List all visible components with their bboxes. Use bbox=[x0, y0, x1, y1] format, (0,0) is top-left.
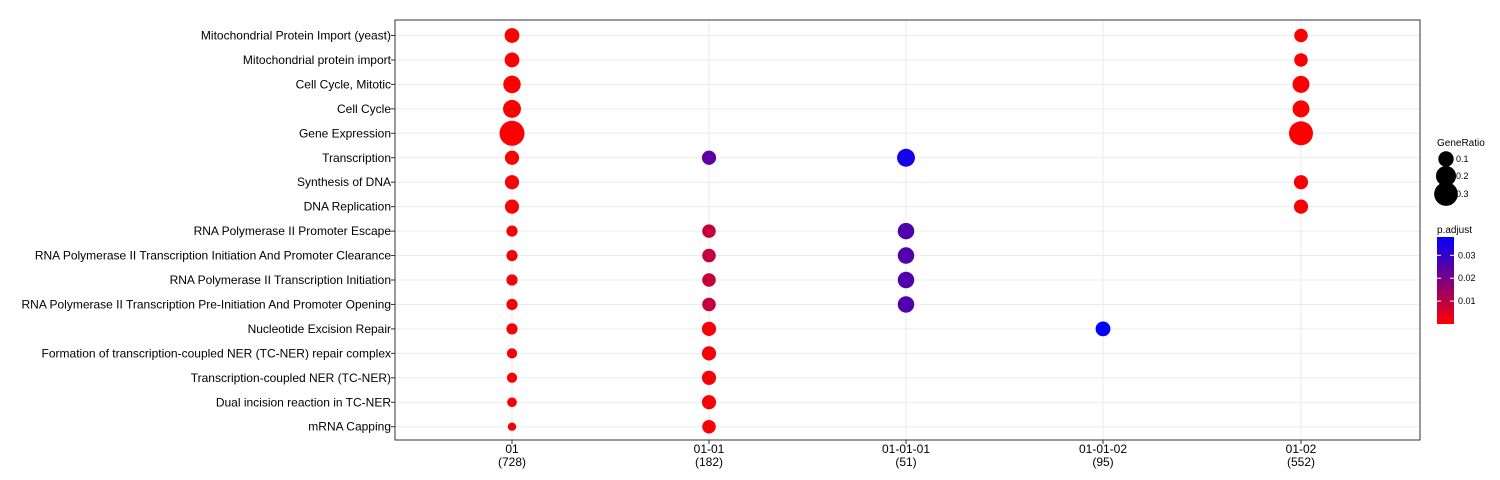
data-point bbox=[504, 175, 520, 190]
size-legend-dot bbox=[1435, 165, 1457, 187]
data-point bbox=[507, 397, 517, 408]
data-point bbox=[702, 224, 716, 238]
x-tick-label: 01-01-02 bbox=[1079, 442, 1127, 456]
size-legend-label: 0.1 bbox=[1456, 154, 1469, 164]
y-tick-label: RNA Polymerase II Transcription Initiati… bbox=[35, 249, 391, 263]
data-point bbox=[701, 346, 717, 361]
x-tick-label: 01 bbox=[505, 442, 519, 456]
x-tick-count: (182) bbox=[695, 455, 723, 469]
data-points bbox=[499, 28, 1314, 434]
data-point bbox=[897, 296, 915, 313]
color-legend-ticks: 0.03 0.02 0.01 bbox=[1437, 250, 1476, 306]
data-point bbox=[504, 150, 520, 165]
y-tick-label: Transcription-coupled NER (TC-NER) bbox=[191, 371, 391, 385]
y-tick-label: Nucleotide Excision Repair bbox=[248, 322, 391, 336]
y-tick-label: RNA Polymerase II Transcription Initiati… bbox=[170, 273, 391, 287]
y-tick-label: Cell Cycle, Mitotic bbox=[296, 77, 391, 91]
color-legend-bar bbox=[1437, 237, 1454, 324]
data-point bbox=[1294, 28, 1308, 43]
y-axis: Mitochondrial Protein Import (yeast) Mito… bbox=[21, 29, 395, 434]
data-point bbox=[503, 99, 521, 118]
data-point bbox=[506, 225, 518, 237]
y-tick-label: RNA Polymerase II Promoter Escape bbox=[194, 224, 392, 238]
data-point bbox=[1293, 175, 1309, 190]
color-legend-tick-label: 0.03 bbox=[1458, 250, 1476, 260]
x-axis: 01(728) 01-01(182) 01-01-01(51) 01-01-02(95… bbox=[498, 440, 1317, 469]
x-tick-count: (552) bbox=[1287, 455, 1315, 469]
y-tick-label: DNA Replication bbox=[304, 200, 391, 214]
data-point bbox=[506, 372, 518, 383]
y-tick-label: Mitochondrial Protein Import (yeast) bbox=[201, 29, 391, 43]
data-point bbox=[1288, 121, 1314, 146]
data-point bbox=[504, 28, 520, 43]
x-tick-count: (728) bbox=[498, 455, 526, 469]
size-legend-dot bbox=[1438, 151, 1454, 167]
data-point bbox=[503, 75, 521, 94]
data-point bbox=[701, 370, 717, 385]
color-legend: p.adjust 0.03 0.02 0.01 bbox=[1437, 225, 1476, 324]
y-tick-label: Dual incision reaction in TC-NER bbox=[216, 395, 392, 409]
y-tick-label: RNA Polymerase II Transcription Pre-Init… bbox=[21, 297, 391, 311]
data-point bbox=[506, 348, 518, 359]
y-tick-label: Transcription bbox=[322, 151, 391, 165]
data-point bbox=[701, 150, 717, 165]
size-legend-items: 0.1 0.2 0.3 bbox=[1434, 151, 1469, 206]
x-tick-label: 01-01-01 bbox=[882, 442, 930, 456]
size-legend-label: 0.2 bbox=[1456, 171, 1469, 181]
data-point bbox=[1095, 321, 1111, 337]
data-point bbox=[897, 247, 915, 264]
y-tick-label: Cell Cycle bbox=[337, 102, 391, 116]
data-point bbox=[506, 323, 518, 335]
data-point bbox=[701, 321, 717, 336]
y-tick-label: mRNA Capping bbox=[308, 420, 391, 434]
x-tick-label: 01-01 bbox=[694, 442, 725, 456]
y-tick-label: Formation of transcription-coupled NER (… bbox=[42, 346, 391, 360]
size-legend-label: 0.3 bbox=[1456, 189, 1469, 199]
x-tick-count: (51) bbox=[895, 455, 916, 469]
x-tick-count: (95) bbox=[1092, 455, 1113, 469]
data-point bbox=[1292, 75, 1310, 93]
size-legend-dot bbox=[1434, 182, 1458, 206]
data-point bbox=[897, 271, 915, 289]
data-point bbox=[1292, 100, 1310, 118]
data-point bbox=[1294, 53, 1308, 67]
color-legend-tick-label: 0.02 bbox=[1458, 273, 1476, 283]
data-point bbox=[499, 120, 525, 146]
data-point bbox=[702, 419, 716, 434]
data-point bbox=[506, 274, 518, 286]
data-point bbox=[702, 297, 716, 312]
data-point bbox=[897, 222, 915, 240]
data-point bbox=[504, 199, 520, 214]
data-point bbox=[1293, 199, 1309, 214]
y-tick-label: Mitochondrial protein import bbox=[243, 53, 392, 67]
data-point bbox=[897, 148, 915, 167]
y-tick-label: Gene Expression bbox=[299, 126, 391, 140]
data-point bbox=[506, 298, 518, 311]
data-point bbox=[702, 273, 716, 287]
x-tick-label: 01-02 bbox=[1286, 442, 1317, 456]
data-point bbox=[702, 248, 716, 263]
size-legend: GeneRatio 0.1 0.2 0.3 bbox=[1434, 138, 1485, 206]
size-legend-title: GeneRatio bbox=[1437, 138, 1485, 149]
data-point bbox=[506, 249, 518, 262]
y-tick-label: Synthesis of DNA bbox=[297, 175, 391, 189]
color-legend-tick-label: 0.01 bbox=[1458, 296, 1476, 306]
data-point bbox=[504, 52, 520, 68]
data-point bbox=[507, 422, 517, 431]
color-legend-title: p.adjust bbox=[1437, 225, 1472, 236]
plot-border bbox=[394, 19, 1421, 441]
data-point bbox=[701, 395, 717, 410]
